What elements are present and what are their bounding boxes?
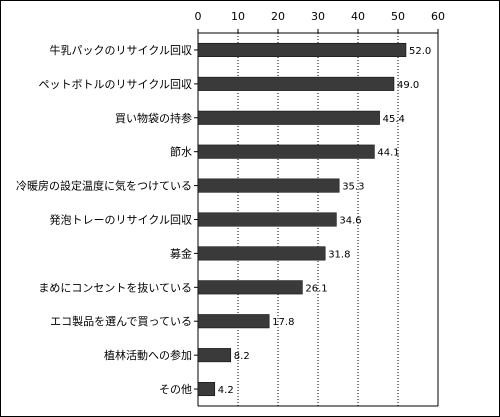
x-tick-label: 60 bbox=[431, 10, 445, 23]
bar bbox=[197, 212, 337, 227]
x-tick-label: 0 bbox=[195, 10, 202, 23]
category-label: 冷暖房の設定温度に気をつけている bbox=[16, 179, 192, 193]
bar bbox=[197, 42, 407, 57]
bar bbox=[197, 246, 326, 261]
category-label: ペットボトルのリサイクル回収 bbox=[39, 78, 192, 91]
category-label: 植林活動への参加 bbox=[104, 348, 192, 362]
value-label: 45.4 bbox=[383, 114, 405, 125]
category-label: まめにコンセントを抜いている bbox=[38, 280, 192, 294]
value-label: 17.8 bbox=[272, 317, 294, 328]
value-label: 44.1 bbox=[377, 148, 399, 159]
value-label: 52.0 bbox=[409, 46, 431, 57]
bar bbox=[197, 382, 216, 397]
bar bbox=[197, 348, 232, 363]
category-label: 募金 bbox=[170, 246, 192, 260]
bar bbox=[197, 314, 270, 329]
category-label: 節水 bbox=[170, 145, 192, 159]
x-tick-label: 40 bbox=[351, 10, 365, 23]
value-label: 49.0 bbox=[397, 80, 419, 91]
bar bbox=[197, 110, 380, 125]
category-label: 牛乳パックのリサイクル回収 bbox=[50, 43, 192, 57]
value-label: 31.8 bbox=[328, 249, 350, 260]
bar bbox=[197, 76, 395, 91]
value-label: 26.1 bbox=[305, 283, 327, 294]
x-tick-label: 30 bbox=[311, 10, 325, 23]
category-label: 発泡トレーのリサイクル回収 bbox=[50, 213, 192, 227]
value-label: 35.3 bbox=[342, 182, 364, 193]
value-label: 34.6 bbox=[339, 216, 361, 227]
bar bbox=[197, 280, 303, 295]
x-tick-label: 20 bbox=[271, 10, 285, 23]
x-tick-label: 50 bbox=[391, 10, 405, 23]
category-label: 買い物袋の持参 bbox=[115, 111, 192, 125]
bar bbox=[197, 144, 375, 159]
bar bbox=[197, 178, 340, 193]
value-label: 8.2 bbox=[234, 351, 250, 362]
category-label: その他 bbox=[159, 383, 192, 396]
category-label: エコ製品を選んで買っている bbox=[50, 314, 192, 328]
x-tick-label: 10 bbox=[231, 10, 245, 23]
value-label: 4.2 bbox=[218, 385, 234, 396]
